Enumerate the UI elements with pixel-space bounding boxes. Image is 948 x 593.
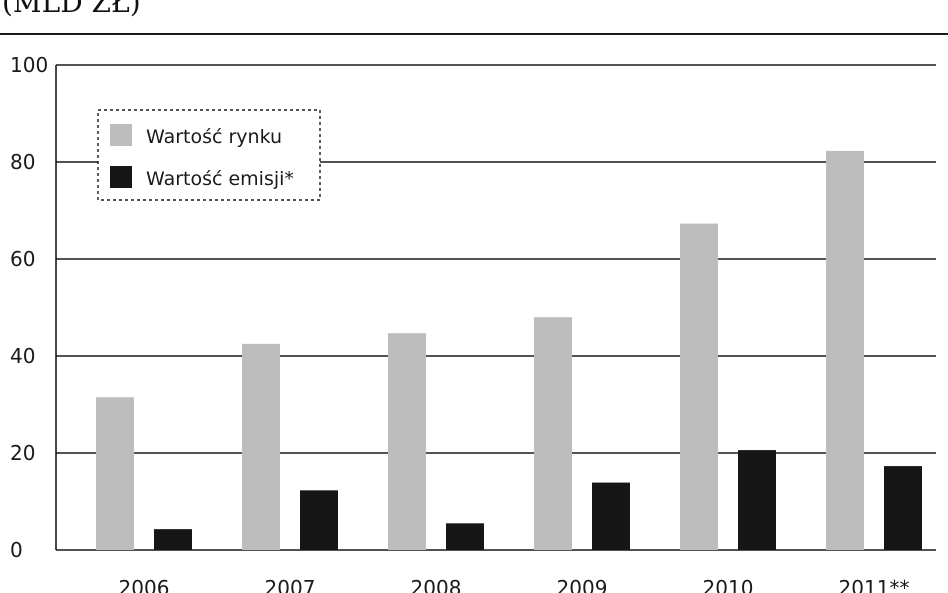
bar-emisja-2010 [738,450,776,550]
x-axis-ticks: 2006 2007 2008 2009 2010 2011** [119,576,910,593]
legend-label-1: Wartość emisji* [146,168,294,190]
bar-rynek-2010 [680,223,718,550]
legend-box [97,109,321,201]
legend-label-0: Wartość rynku [146,126,282,148]
bar-emisja-2007 [300,490,338,550]
bar-emisja-2009 [592,482,630,550]
top-rule [0,33,948,35]
bar-emisja-2011 [884,466,922,550]
x-tick-label: 2009 [557,576,608,593]
y-tick-label: 100 [10,53,48,77]
bars [96,150,922,550]
legend-swatch-0 [110,124,132,146]
bar-rynek-2009 [534,317,572,550]
y-tick-label: 60 [10,247,35,271]
y-tick-label: 80 [10,150,35,174]
unit-label: (MLD ZŁ) [2,0,141,19]
x-tick-label: 2010 [703,576,754,593]
y-tick-label: 20 [10,441,35,465]
legend-swatch-1 [110,166,132,188]
bar-rynek-2007 [242,343,280,550]
x-tick-label: 2007 [265,576,316,593]
bar-rynek-2011 [826,150,864,550]
x-tick-label: 2008 [411,576,462,593]
x-tick-label: 2006 [119,576,170,593]
legend: Wartość rynku Wartość emisji* [97,109,321,201]
bar-rynek-2006 [96,397,134,550]
y-tick-label: 40 [10,344,35,368]
bar-emisja-2008 [446,523,484,550]
y-axis-ticks: 0 20 40 60 80 100 [10,53,48,562]
y-tick-label: 0 [10,538,23,562]
x-tick-label: 2011** [839,576,910,593]
bar-emisja-2006 [154,529,192,550]
bar-rynek-2008 [388,333,426,550]
